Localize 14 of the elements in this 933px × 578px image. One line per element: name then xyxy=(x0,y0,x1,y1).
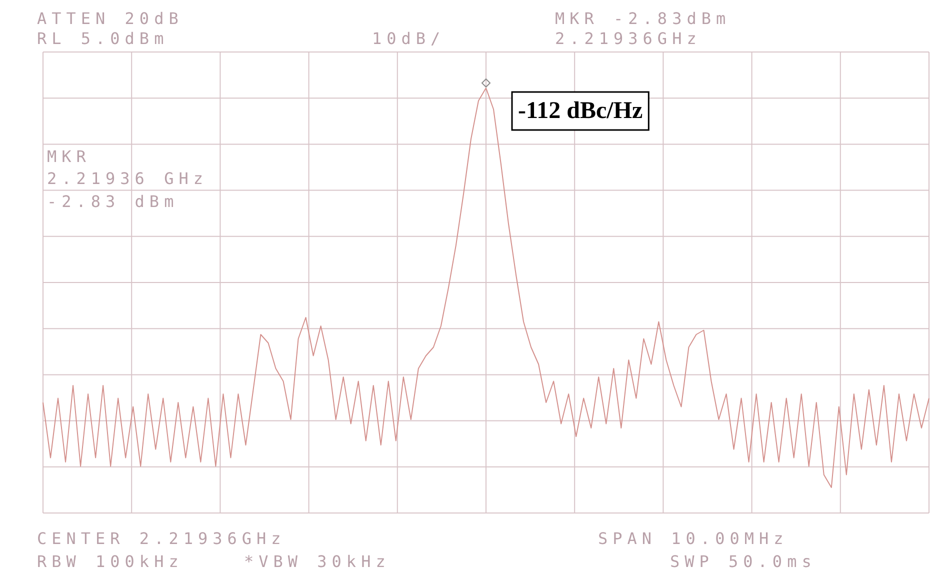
text: RBW 100kHz xyxy=(37,552,184,572)
text: 2.21936GHz xyxy=(555,29,702,48)
text: ATTEN 20dB xyxy=(37,9,184,28)
annotation: MKR xyxy=(47,147,91,166)
text: CENTER 2.21936GHz xyxy=(37,529,286,548)
text: *VBW 30kHz xyxy=(244,552,390,572)
text: SWP 50.0ms xyxy=(670,552,816,572)
annotation: 2.21936 GHz xyxy=(47,169,208,188)
text: RL 5.0dBm xyxy=(37,29,169,48)
annotation: -2.83 dBm xyxy=(47,192,179,212)
text: MKR -2.83dBm xyxy=(555,9,731,28)
text: 10dB/ xyxy=(372,29,446,48)
annotation: -112 dBc/Hz xyxy=(518,98,644,124)
text: SPAN 10.00MHz xyxy=(598,529,788,548)
